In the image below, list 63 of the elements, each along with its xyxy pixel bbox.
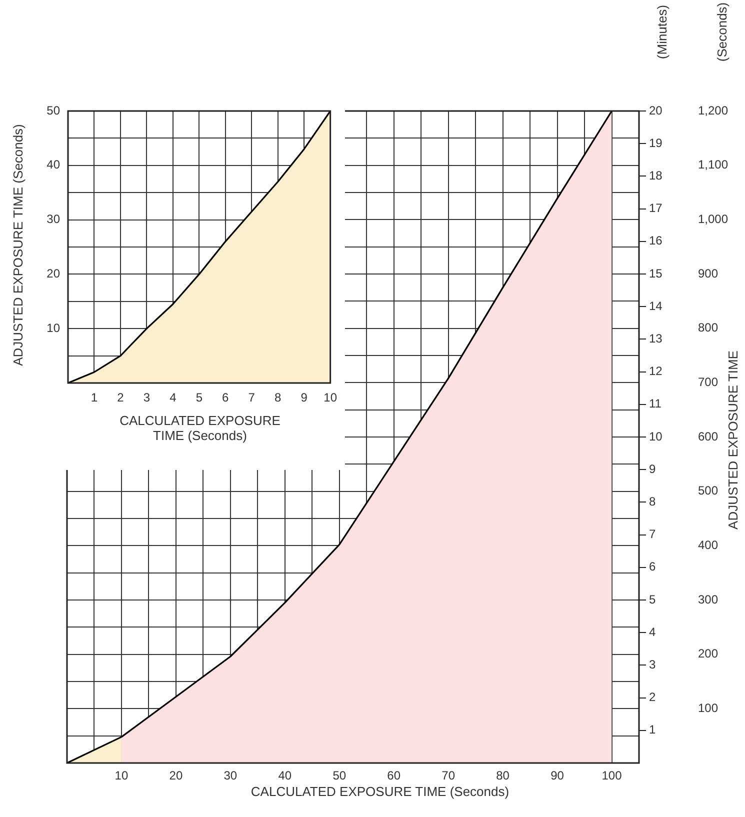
y-tick-label: 200 xyxy=(698,646,718,661)
x-tick-label: 3 xyxy=(143,390,150,405)
x-tick-label: 5 xyxy=(196,390,203,405)
y-tick-label: 400 xyxy=(698,538,718,552)
y-tick-label: 300 xyxy=(698,592,718,606)
y2-tick-label: 20 xyxy=(649,103,663,118)
y2-tick-label: 2 xyxy=(649,690,656,704)
y-tick-label: 20 xyxy=(46,266,60,281)
y2-tick-label: 17 xyxy=(649,201,663,216)
text: (Minutes) xyxy=(654,4,670,60)
y2-tick-label: 5 xyxy=(649,592,656,606)
y2-tick-label: 12 xyxy=(649,364,663,378)
y2-tick-label: 4 xyxy=(649,624,656,639)
y-tick-label: 100 xyxy=(698,700,718,715)
y-tick-label: 600 xyxy=(698,429,718,444)
y2-tick-label: 3 xyxy=(649,658,656,672)
x-tick-label: 40 xyxy=(278,768,292,783)
x-axis-title: CALCULATED EXPOSURE TIME (Seconds) xyxy=(118,413,282,443)
y2-tick-label: 6 xyxy=(649,560,656,574)
x-tick-label: 100 xyxy=(602,768,622,783)
x-axis-title: CALCULATED EXPOSURE TIME (Seconds) xyxy=(250,784,510,799)
y-axis-title: ADJUSTED EXPOSURE TIME (Seconds) xyxy=(10,124,26,366)
y2-tick-label: 8 xyxy=(649,494,656,509)
y2-tick-label: 18 xyxy=(649,168,663,183)
x-tick-label: 60 xyxy=(387,768,401,783)
y2-tick-label: 15 xyxy=(649,266,663,280)
y-tick-label: 500 xyxy=(698,484,718,498)
y2-tick-label: 9 xyxy=(649,462,656,476)
y-axis-title: ADJUSTED EXPOSURE TIME xyxy=(726,350,740,530)
x-tick-label: 10 xyxy=(324,390,338,405)
x-tick-label: 6 xyxy=(222,390,230,405)
y-tick-label: 50 xyxy=(46,103,60,118)
y2-tick-label: 7 xyxy=(649,527,656,542)
y-tick-label: 1,200 xyxy=(698,103,728,118)
x-tick-label: 1 xyxy=(90,390,98,405)
text: (Seconds) xyxy=(714,2,730,62)
y-tick-label: 800 xyxy=(698,320,718,335)
y2-tick-label: 16 xyxy=(649,234,663,248)
y2-tick-label: 19 xyxy=(649,136,663,150)
x-tick-label: 90 xyxy=(550,768,564,783)
x-tick-label: 8 xyxy=(274,390,282,405)
y-tick-label: 40 xyxy=(46,158,60,172)
y2-tick-label: 1 xyxy=(649,722,656,737)
y2-tick-label: 11 xyxy=(649,396,662,411)
x-tick-label: 4 xyxy=(170,390,177,405)
x-tick-label: 30 xyxy=(224,768,238,783)
y2-tick-label: 10 xyxy=(649,429,663,444)
x-tick-label: 20 xyxy=(169,768,183,783)
x-tick-label: 7 xyxy=(248,390,256,405)
x-tick-label: 70 xyxy=(442,768,456,783)
y-tick-label: 30 xyxy=(46,212,60,226)
y2-tick-label: 13 xyxy=(649,332,663,346)
y-tick-label: 10 xyxy=(46,320,60,335)
x-tick-label: 2 xyxy=(117,390,124,405)
x-tick-label: 9 xyxy=(300,390,308,405)
y2-tick-label: 14 xyxy=(649,298,663,313)
x-tick-label: 50 xyxy=(332,768,346,783)
y-tick-label: 900 xyxy=(698,266,718,280)
y-tick-label: 1,000 xyxy=(698,212,728,226)
x-tick-label: 10 xyxy=(114,768,128,783)
y-tick-label: 700 xyxy=(698,374,718,389)
x-tick-label: 80 xyxy=(496,768,510,783)
y-tick-label: 1,100 xyxy=(698,158,728,172)
